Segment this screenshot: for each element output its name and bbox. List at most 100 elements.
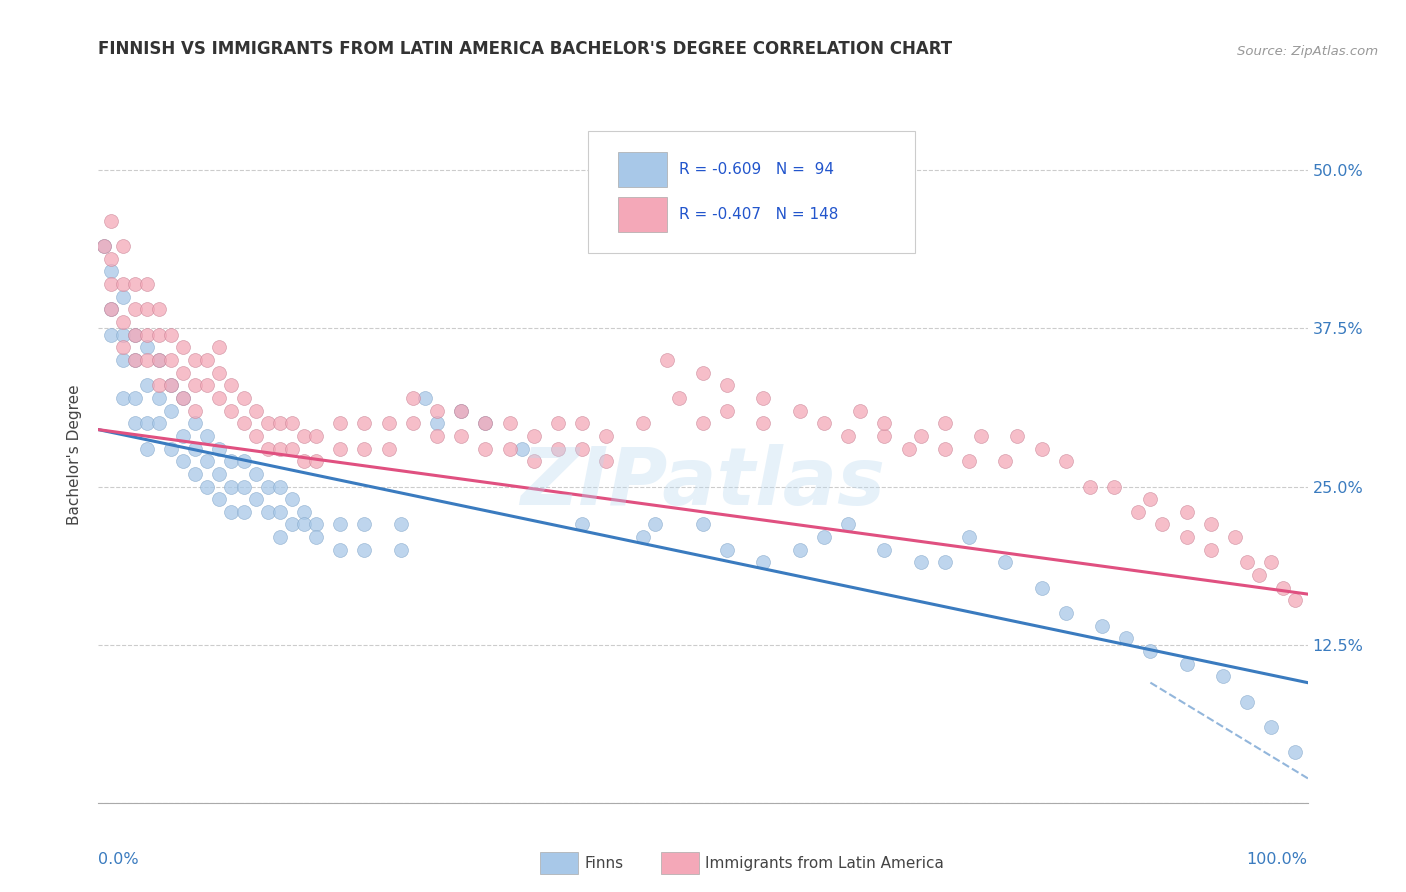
Point — [148, 327, 170, 342]
Point — [474, 417, 496, 431]
Point — [184, 403, 207, 417]
Point — [100, 252, 122, 266]
Point — [124, 353, 146, 368]
Point — [148, 378, 170, 392]
Point — [256, 442, 278, 456]
Point — [232, 454, 254, 468]
Point — [752, 391, 775, 405]
Text: FINNISH VS IMMIGRANTS FROM LATIN AMERICA BACHELOR'S DEGREE CORRELATION CHART: FINNISH VS IMMIGRANTS FROM LATIN AMERICA… — [98, 40, 952, 58]
Point — [1260, 556, 1282, 570]
Point — [595, 454, 617, 468]
FancyBboxPatch shape — [661, 852, 699, 874]
Point — [523, 429, 546, 443]
Point — [184, 378, 207, 392]
Point — [172, 366, 194, 380]
Point — [124, 417, 146, 431]
Point — [93, 239, 115, 253]
Point — [135, 442, 157, 456]
Point — [547, 442, 569, 456]
Point — [837, 517, 859, 532]
Point — [1236, 556, 1258, 570]
Point — [353, 517, 375, 532]
Point — [232, 505, 254, 519]
Point — [1115, 632, 1137, 646]
Point — [184, 417, 207, 431]
Point — [571, 442, 593, 456]
Point — [160, 403, 183, 417]
Point — [184, 467, 207, 481]
Point — [873, 542, 896, 557]
Point — [389, 542, 412, 557]
Point — [716, 378, 738, 392]
Point — [93, 239, 115, 253]
Point — [957, 454, 980, 468]
Point — [498, 442, 520, 456]
Point — [135, 277, 157, 292]
Point — [124, 327, 146, 342]
Point — [910, 556, 932, 570]
Point — [402, 417, 425, 431]
Point — [292, 505, 315, 519]
Point — [172, 429, 194, 443]
Text: 0.0%: 0.0% — [98, 852, 139, 866]
Point — [305, 454, 328, 468]
Point — [752, 556, 775, 570]
Point — [172, 391, 194, 405]
Point — [1175, 657, 1198, 671]
Point — [232, 391, 254, 405]
Text: R = -0.407   N = 148: R = -0.407 N = 148 — [679, 207, 838, 222]
Point — [221, 454, 243, 468]
Point — [160, 378, 183, 392]
Point — [1091, 618, 1114, 632]
Point — [208, 492, 231, 507]
Point — [813, 530, 835, 544]
Point — [124, 327, 146, 342]
Point — [172, 340, 194, 354]
Point — [208, 340, 231, 354]
Point — [1139, 644, 1161, 658]
Point — [353, 442, 375, 456]
Point — [281, 517, 304, 532]
Point — [195, 378, 218, 392]
Point — [329, 442, 352, 456]
Point — [631, 417, 654, 431]
Point — [208, 467, 231, 481]
Point — [292, 517, 315, 532]
Point — [221, 479, 243, 493]
Point — [498, 417, 520, 431]
Point — [716, 542, 738, 557]
Point — [148, 353, 170, 368]
Point — [281, 492, 304, 507]
Point — [111, 290, 134, 304]
Point — [160, 327, 183, 342]
Point — [934, 556, 956, 570]
Point — [450, 429, 472, 443]
Point — [221, 378, 243, 392]
Point — [195, 454, 218, 468]
Point — [135, 340, 157, 354]
Text: Immigrants from Latin America: Immigrants from Latin America — [706, 855, 945, 871]
Point — [1152, 517, 1174, 532]
Point — [195, 429, 218, 443]
Point — [269, 417, 291, 431]
Point — [849, 403, 872, 417]
Point — [1128, 505, 1150, 519]
Point — [135, 327, 157, 342]
Point — [208, 391, 231, 405]
Point — [547, 417, 569, 431]
Point — [148, 302, 170, 317]
Point — [111, 277, 134, 292]
Point — [692, 517, 714, 532]
Point — [184, 442, 207, 456]
Point — [1284, 593, 1306, 607]
Point — [873, 417, 896, 431]
Point — [450, 403, 472, 417]
Point — [124, 277, 146, 292]
Point — [353, 542, 375, 557]
FancyBboxPatch shape — [619, 197, 666, 232]
Point — [269, 505, 291, 519]
Point — [631, 530, 654, 544]
Point — [221, 403, 243, 417]
Point — [160, 378, 183, 392]
Point — [281, 442, 304, 456]
